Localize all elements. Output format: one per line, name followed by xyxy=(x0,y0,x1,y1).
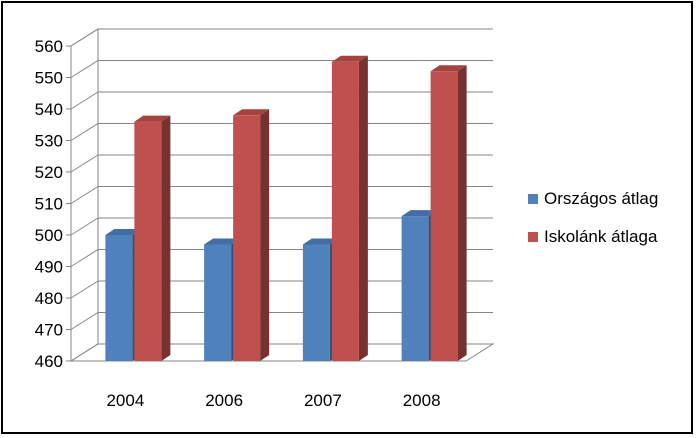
legend: Országos átlag Iskolánk átlaga xyxy=(528,188,658,264)
y-tick-label-3: 490 xyxy=(35,258,63,277)
y-tick-label-9: 550 xyxy=(35,69,63,88)
y-tick-label-6: 520 xyxy=(35,163,63,182)
legend-swatch-0 xyxy=(528,194,538,204)
bar-1-0 xyxy=(134,115,171,361)
y-tick-label-10: 560 xyxy=(35,37,63,56)
bar-1-3 xyxy=(430,65,467,361)
bar-1-2 xyxy=(331,55,368,361)
gridline-7 xyxy=(70,123,493,141)
y-tick-label-5: 510 xyxy=(35,195,63,214)
y-tick-label-0: 460 xyxy=(35,352,63,371)
bar-1-1 xyxy=(233,109,270,361)
legend-label-0: Országos átlag xyxy=(544,189,659,208)
y-tick-label-2: 480 xyxy=(35,289,63,308)
legend-item-1: Iskolánk átlaga xyxy=(528,226,658,248)
x-tick-label-2: 2007 xyxy=(304,391,342,410)
x-tick-label-1: 2006 xyxy=(205,391,243,410)
gridline-8 xyxy=(70,91,493,110)
y-tick-label-4: 500 xyxy=(35,226,63,245)
gridline-10 xyxy=(70,28,493,47)
x-tick-label-3: 2008 xyxy=(403,391,441,410)
y-tick-label-8: 540 xyxy=(35,100,63,119)
gridline-5 xyxy=(70,186,493,204)
legend-swatch-1 xyxy=(528,232,538,242)
x-tick-label-0: 2004 xyxy=(106,391,144,410)
gridline-9 xyxy=(70,60,493,78)
gridline-6 xyxy=(70,154,493,173)
legend-label-1: Iskolánk átlaga xyxy=(544,227,658,246)
legend-item-0: Országos átlag xyxy=(528,188,658,210)
y-tick-label-7: 530 xyxy=(35,132,63,151)
y-tick-label-1: 470 xyxy=(35,321,63,340)
